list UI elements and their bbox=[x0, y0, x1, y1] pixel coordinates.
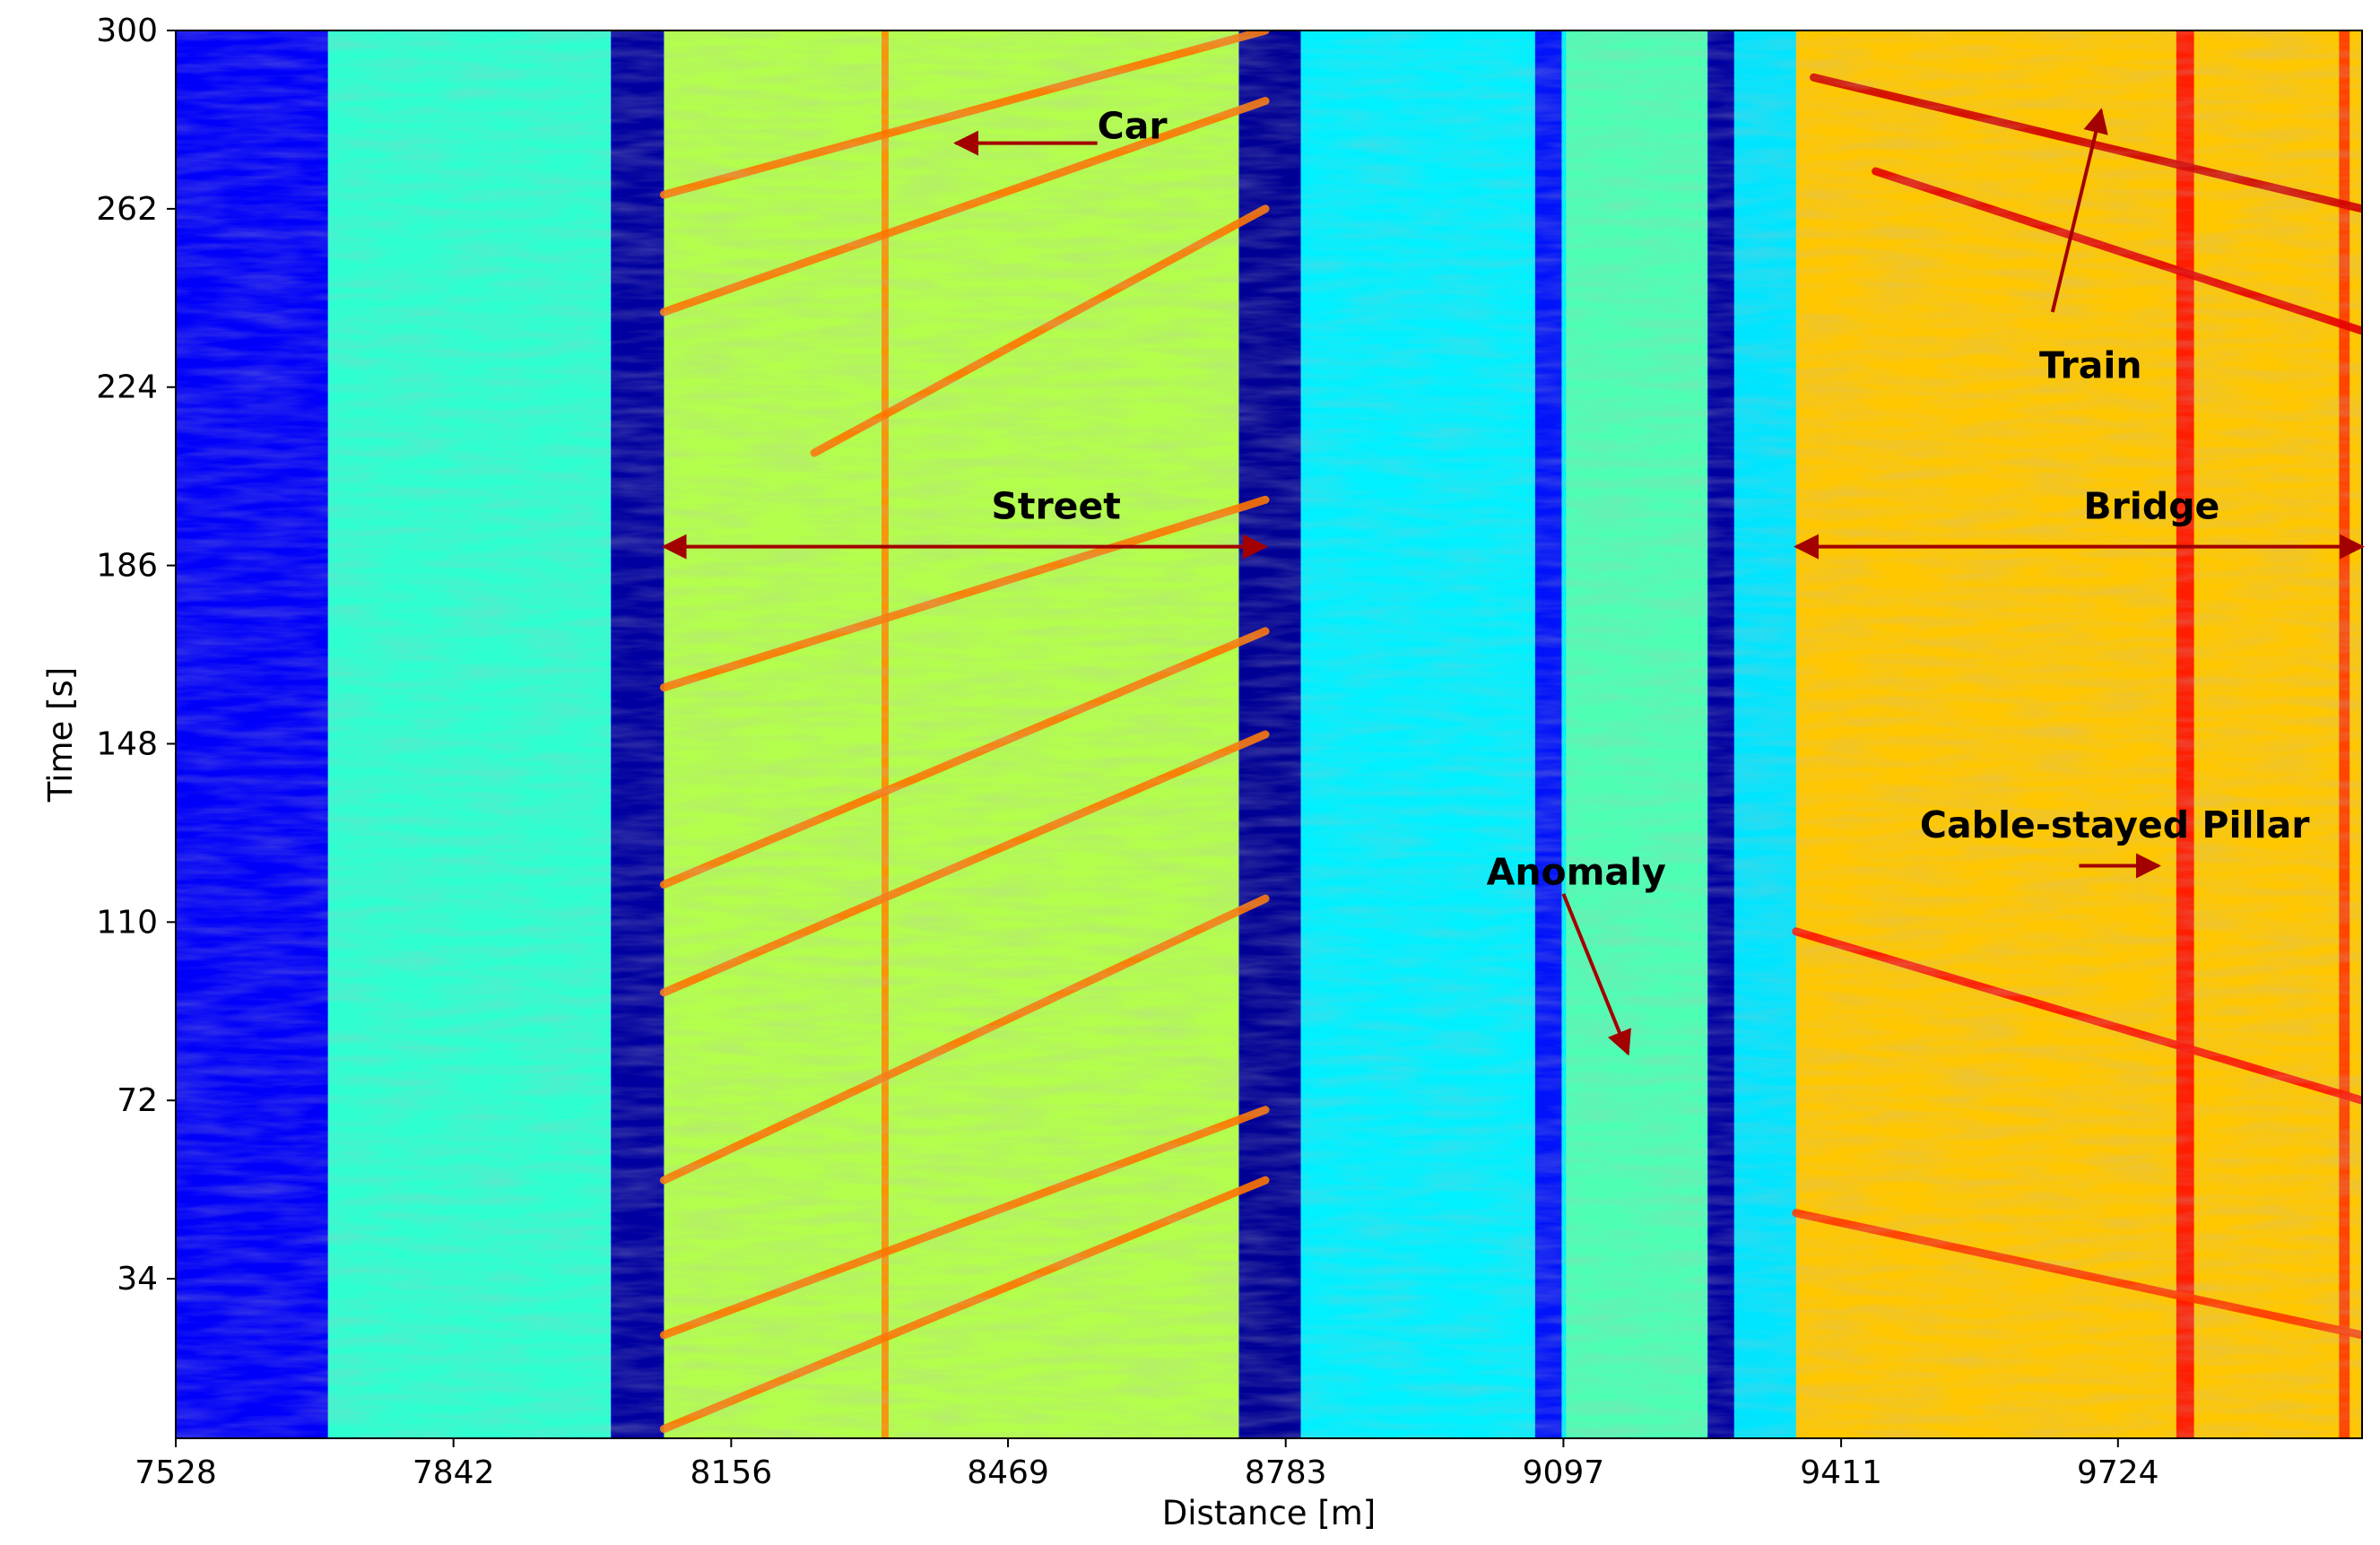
y-tick-label: 186 bbox=[96, 548, 158, 585]
annotation-label: Anomaly bbox=[1487, 850, 1666, 893]
y-tick-label: 110 bbox=[96, 904, 158, 941]
x-tick-label: 8156 bbox=[691, 1454, 773, 1491]
x-tick-label: 9411 bbox=[1800, 1454, 1882, 1491]
annotation-label: Bridge bbox=[2083, 484, 2219, 527]
annotations: Car Street Bridge Train Anomaly Cable-stayed … bbox=[661, 104, 2365, 1056]
x-tick-label: 8469 bbox=[967, 1454, 1049, 1491]
x-tick-label: 9724 bbox=[2077, 1454, 2159, 1491]
y-tick-label: 148 bbox=[96, 725, 158, 762]
y-tick-label: 34 bbox=[117, 1261, 158, 1298]
x-tick-label: 7842 bbox=[413, 1454, 495, 1491]
heatmap-texture bbox=[176, 30, 2362, 1438]
annotation-arrow bbox=[2050, 108, 2108, 313]
x-tick-label: 9097 bbox=[1523, 1454, 1605, 1491]
x-tick-label: 8783 bbox=[1245, 1454, 1327, 1491]
annotation-label: Street bbox=[991, 484, 1121, 527]
annotation-label: Cable-stayed Pillar bbox=[1920, 803, 2310, 846]
y-tick-label: 72 bbox=[117, 1082, 158, 1119]
y-axis: 34 72 110 148 186 224 262 300 bbox=[96, 13, 176, 1298]
y-tick-label: 300 bbox=[96, 13, 158, 49]
y-tick-label: 262 bbox=[96, 191, 158, 228]
x-tick-label: 7528 bbox=[135, 1454, 217, 1491]
annotation-label: Train bbox=[2039, 343, 2142, 386]
plot-frame bbox=[175, 30, 2363, 1439]
plot-area bbox=[176, 30, 2362, 1438]
y-tick-label: 224 bbox=[96, 369, 158, 406]
x-axis: 7528 7842 8156 8469 8783 9097 9411 9724 bbox=[135, 1438, 2159, 1491]
y-axis-label: Time [s] bbox=[41, 667, 80, 803]
annotation-arrow bbox=[1561, 893, 1631, 1056]
annotation-label: Car bbox=[1098, 104, 1168, 147]
x-axis-label: Distance [m] bbox=[1162, 1494, 1376, 1532]
